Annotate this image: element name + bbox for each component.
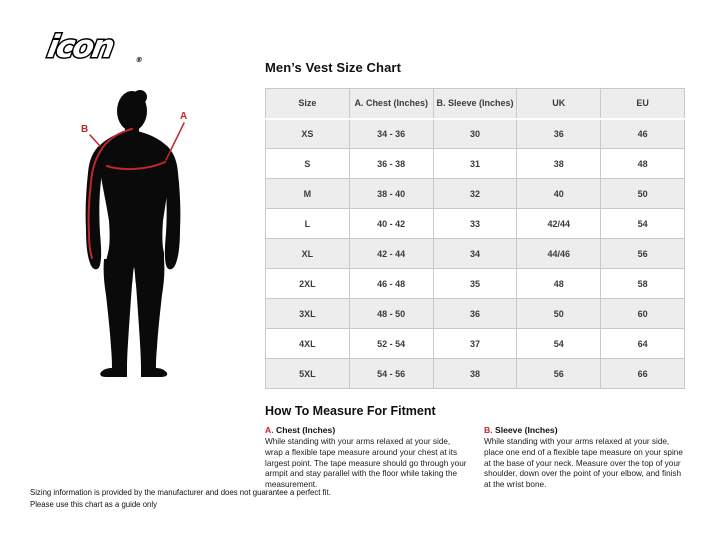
table-row: XL 42 - 44 34 44/46 56 bbox=[265, 238, 685, 269]
cell-size: 2XL bbox=[265, 268, 350, 299]
cell-uk: 44/46 bbox=[516, 238, 602, 269]
cell-uk: 48 bbox=[516, 268, 602, 299]
icon-logo-text: icon bbox=[45, 29, 116, 65]
how-to-measure-section: How To Measure For Fitment A. Chest (Inc… bbox=[265, 404, 687, 491]
cell-size: M bbox=[265, 178, 350, 209]
cell-sleeve: 31 bbox=[432, 148, 518, 179]
measurement-lines bbox=[87, 122, 185, 259]
cell-chest: 34 - 36 bbox=[348, 118, 434, 149]
cell-uk: 40 bbox=[516, 178, 602, 209]
cell-eu: 54 bbox=[600, 208, 685, 239]
cell-sleeve: 33 bbox=[432, 208, 518, 239]
sleeve-instruction-body: While standing with your arms relaxed at… bbox=[484, 437, 683, 490]
table-row: M 38 - 40 32 40 50 bbox=[265, 178, 685, 209]
size-table-body: XS 34 - 36 30 36 46 S 36 - 38 31 38 48 M… bbox=[265, 118, 685, 389]
chest-instruction-label: A. Chest (Inches) bbox=[265, 425, 468, 435]
sleeve-instruction-label: B. Sleeve (Inches) bbox=[484, 425, 687, 435]
size-table: Size A. Chest (Inches) B. Sleeve (Inches… bbox=[265, 88, 685, 389]
cell-eu: 64 bbox=[600, 328, 685, 359]
cell-chest: 48 - 50 bbox=[348, 298, 434, 329]
table-row: 2XL 46 - 48 35 48 58 bbox=[265, 268, 685, 299]
cell-size: L bbox=[265, 208, 350, 239]
cell-sleeve: 32 bbox=[432, 178, 518, 209]
column-header-eu: EU bbox=[600, 88, 685, 120]
cell-sleeve: 37 bbox=[432, 328, 518, 359]
cell-eu: 46 bbox=[600, 118, 685, 149]
cell-size: XL bbox=[265, 238, 350, 269]
size-table-header: Size A. Chest (Inches) B. Sleeve (Inches… bbox=[265, 88, 685, 120]
chest-measure-line bbox=[106, 161, 166, 171]
disclaimer-line-1: Sizing information is provided by the ma… bbox=[30, 488, 331, 497]
cell-uk: 36 bbox=[516, 118, 602, 149]
label-a-leader-line bbox=[165, 122, 185, 161]
column-header-size: Size bbox=[265, 88, 350, 120]
cell-chest: 38 - 40 bbox=[348, 178, 434, 209]
icon-logo-wordmark: icon ® bbox=[43, 28, 144, 67]
chest-measure-instructions: A. Chest (Inches) While standing with yo… bbox=[265, 425, 468, 491]
how-to-measure-title: How To Measure For Fitment bbox=[265, 404, 436, 418]
cell-uk: 54 bbox=[516, 328, 602, 359]
table-row: XS 34 - 36 30 36 46 bbox=[265, 118, 685, 149]
table-row: 5XL 54 - 56 38 56 66 bbox=[265, 358, 685, 389]
cell-sleeve: 34 bbox=[432, 238, 518, 269]
sleeve-measure-line bbox=[87, 128, 133, 259]
cell-size: 5XL bbox=[265, 358, 350, 389]
cell-chest: 36 - 38 bbox=[348, 148, 434, 179]
measure-point-b-label: B bbox=[81, 124, 88, 135]
cell-eu: 60 bbox=[600, 298, 685, 329]
cell-uk: 42/44 bbox=[516, 208, 602, 239]
table-row: L 40 - 42 33 42/44 54 bbox=[265, 208, 685, 239]
table-header-row: Size A. Chest (Inches) B. Sleeve (Inches… bbox=[265, 88, 685, 120]
label-b-leader-line bbox=[89, 134, 101, 147]
page-title: Men’s Vest Size Chart bbox=[265, 60, 401, 75]
cell-size: S bbox=[265, 148, 350, 179]
man-silhouette-icon bbox=[85, 90, 181, 377]
cell-chest: 40 - 42 bbox=[348, 208, 434, 239]
disclaimer-line-2: Please use this chart as a guide only bbox=[30, 499, 157, 509]
table-row: 3XL 48 - 50 36 50 60 bbox=[265, 298, 685, 329]
column-header-sleeve: B. Sleeve (Inches) bbox=[432, 88, 518, 120]
chest-instruction-body: While standing with your arms relaxed at… bbox=[265, 437, 467, 490]
table-row: S 36 - 38 31 38 48 bbox=[265, 148, 685, 179]
column-header-uk: UK bbox=[516, 88, 602, 120]
cell-sleeve: 30 bbox=[432, 118, 518, 149]
cell-chest: 46 - 48 bbox=[348, 268, 434, 299]
cell-size: 3XL bbox=[265, 298, 350, 329]
cell-sleeve: 38 bbox=[432, 358, 518, 389]
cell-eu: 58 bbox=[600, 268, 685, 299]
body-silhouette-figure: A B bbox=[81, 90, 187, 377]
cell-chest: 54 - 56 bbox=[348, 358, 434, 389]
chest-label-text: Chest (Inches) bbox=[275, 425, 336, 435]
sleeve-measure-instructions: B. Sleeve (Inches) While standing with y… bbox=[484, 425, 687, 491]
cell-chest: 42 - 44 bbox=[348, 238, 434, 269]
cell-size: 4XL bbox=[265, 328, 350, 359]
cell-sleeve: 36 bbox=[432, 298, 518, 329]
cell-sleeve: 35 bbox=[432, 268, 518, 299]
cell-eu: 50 bbox=[600, 178, 685, 209]
cell-eu: 66 bbox=[600, 358, 685, 389]
registered-trademark-icon: ® bbox=[135, 55, 144, 64]
sleeve-label-prefix: B. bbox=[484, 425, 493, 435]
cell-chest: 52 - 54 bbox=[348, 328, 434, 359]
cell-size: XS bbox=[265, 118, 350, 149]
measure-point-a-label: A bbox=[180, 111, 187, 122]
chest-label-prefix: A. bbox=[265, 425, 274, 435]
cell-uk: 50 bbox=[516, 298, 602, 329]
icon-brand-logo: icon ® bbox=[43, 28, 144, 67]
cell-uk: 56 bbox=[516, 358, 602, 389]
table-row: 4XL 52 - 54 37 54 64 bbox=[265, 328, 685, 359]
column-header-chest: A. Chest (Inches) bbox=[348, 88, 434, 120]
sleeve-label-text: Sleeve (Inches) bbox=[494, 425, 558, 435]
cell-eu: 56 bbox=[600, 238, 685, 269]
cell-eu: 48 bbox=[600, 148, 685, 179]
cell-uk: 38 bbox=[516, 148, 602, 179]
sizing-disclaimer: Sizing information is provided by the ma… bbox=[30, 487, 331, 510]
